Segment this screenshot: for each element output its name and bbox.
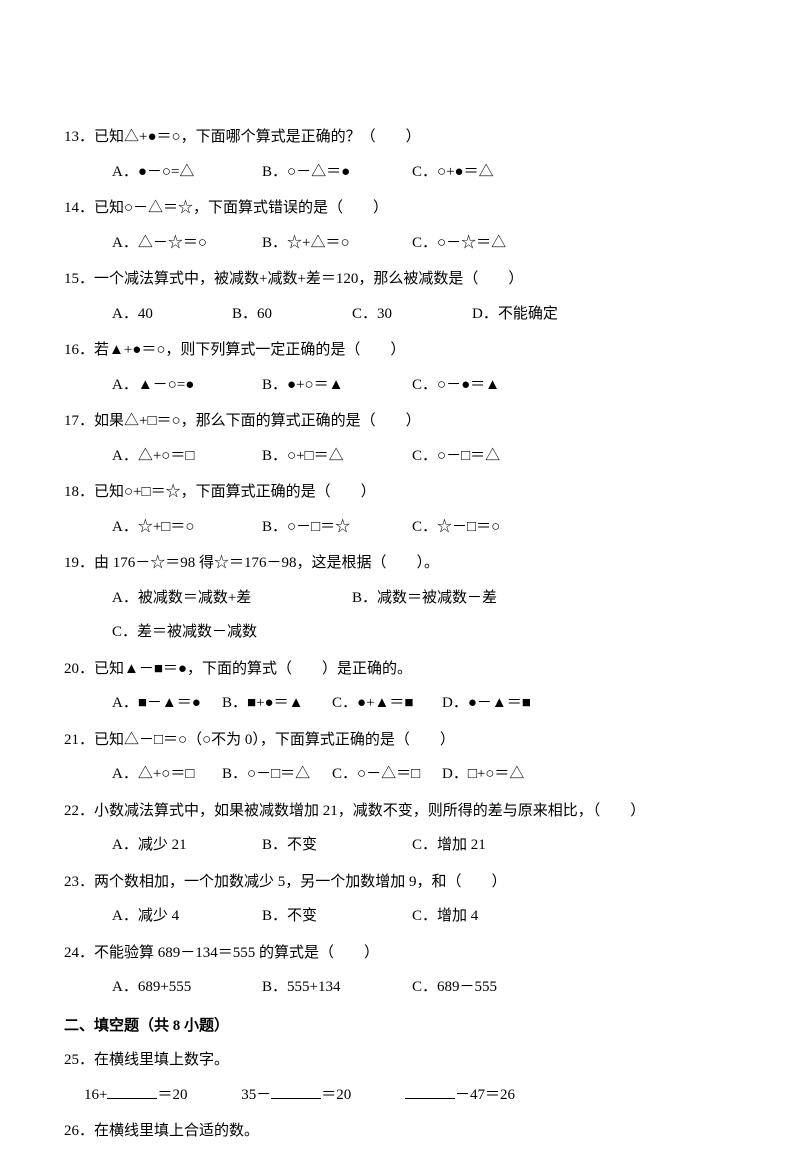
q25-f3b: －47＝26 [455, 1087, 515, 1103]
blank-1 [107, 1084, 157, 1099]
question-16: 16．若▲+●＝○，则下列算式一定正确的是（ ） A．▲－○=● B．●+○＝▲… [64, 333, 730, 402]
q25-fill-2: 35－ ＝20 [241, 1078, 351, 1113]
question-26: 26．在横线里填上合适的数。 [64, 1114, 730, 1149]
q19-options: A．被减数＝减数+差 B．减数＝被减数－差 [64, 581, 730, 616]
q24-options: A．689+555 B．555+134 C．689－555 [64, 970, 730, 1005]
q16-stem: 16．若▲+●＝○，则下列算式一定正确的是（ ） [64, 333, 730, 368]
question-18: 18．已知○+□＝☆，下面算式正确的是（ ） A．☆+□＝○ B．○－□＝☆ C… [64, 475, 730, 544]
question-13: 13．已知△+●＝○，下面哪个算式是正确的？（ ） A．●－○=△ B．○－△＝… [64, 120, 730, 189]
question-17: 17．如果△+□＝○，那么下面的算式正确的是（ ） A．△+○＝□ B．○+□＝… [64, 404, 730, 473]
q20-opt-c: C．●+▲＝■ [332, 686, 442, 721]
q21-opt-c: C．○－△＝□ [332, 757, 442, 792]
q14-opt-b: B．☆+△＝○ [262, 226, 412, 261]
q17-opt-b: B．○+□＝△ [262, 439, 412, 474]
question-14: 14．已知○－△＝☆，下面算式错误的是（ ） A．△－☆＝○ B．☆+△＝○ C… [64, 191, 730, 260]
q20-stem: 20．已知▲－■＝●，下面的算式（ ）是正确的。 [64, 652, 730, 687]
q16-opt-b: B．●+○＝▲ [262, 368, 412, 403]
q19-options-2: C．差＝被减数－减数 [64, 615, 730, 650]
q23-opt-a: A．减少 4 [112, 899, 262, 934]
q20-options: A．■－▲＝● B．■+●＝▲ C．●+▲＝■ D．●－▲＝■ [64, 686, 730, 721]
q24-opt-a: A．689+555 [112, 970, 262, 1005]
q21-options: A．△+○＝□ B．○－□＝△ C．○－△＝□ D．□+○＝△ [64, 757, 730, 792]
q24-stem: 24．不能验算 689－134＝555 的算式是（ ） [64, 936, 730, 971]
q17-stem: 17．如果△+□＝○，那么下面的算式正确的是（ ） [64, 404, 730, 439]
question-21: 21．已知△－□＝○（○不为 0），下面算式正确的是（ ） A．△+○＝□ B．… [64, 723, 730, 792]
question-19: 19．由 176－☆＝98 得☆＝176－98，这是根据（ ）。 A．被减数＝减… [64, 546, 730, 650]
q15-opt-a: A．40 [112, 297, 232, 332]
q18-stem: 18．已知○+□＝☆，下面算式正确的是（ ） [64, 475, 730, 510]
q25-f1a: 16+ [84, 1087, 107, 1103]
q23-options: A．减少 4 B．不变 C．增加 4 [64, 899, 730, 934]
q16-options: A．▲－○=● B．●+○＝▲ C．○－●＝▲ [64, 368, 730, 403]
q14-opt-c: C．○－☆＝△ [412, 226, 562, 261]
q13-opt-b: B．○－△＝● [262, 155, 412, 190]
q24-opt-c: C．689－555 [412, 970, 562, 1005]
q13-stem: 13．已知△+●＝○，下面哪个算式是正确的？（ ） [64, 120, 730, 155]
q20-opt-d: D．●－▲＝■ [442, 686, 552, 721]
q22-opt-a: A．减少 21 [112, 828, 262, 863]
q25-fill-3: －47＝26 [405, 1078, 515, 1113]
q22-opt-c: C．增加 21 [412, 828, 562, 863]
q18-opt-c: C．☆－□＝○ [412, 510, 562, 545]
q21-stem: 21．已知△－□＝○（○不为 0），下面算式正确的是（ ） [64, 723, 730, 758]
question-15: 15．一个减法算式中，被减数+减数+差＝120，那么被减数是（ ） A．40 B… [64, 262, 730, 331]
q18-options: A．☆+□＝○ B．○－□＝☆ C．☆－□＝○ [64, 510, 730, 545]
q15-options: A．40 B．60 C．30 D．不能确定 [64, 297, 730, 332]
q21-opt-a: A．△+○＝□ [112, 757, 222, 792]
q21-opt-b: B．○－□＝△ [222, 757, 332, 792]
q23-opt-c: C．增加 4 [412, 899, 562, 934]
q13-opt-c: C．○+●＝△ [412, 155, 562, 190]
q14-options: A．△－☆＝○ B．☆+△＝○ C．○－☆＝△ [64, 226, 730, 261]
q23-opt-b: B．不变 [262, 899, 412, 934]
q17-options: A．△+○＝□ B．○+□＝△ C．○－□＝△ [64, 439, 730, 474]
q20-opt-a: A．■－▲＝● [112, 686, 222, 721]
q15-opt-d: D．不能确定 [472, 297, 592, 332]
q15-opt-c: C．30 [352, 297, 472, 332]
q25-stem: 25．在横线里填上数字。 [64, 1043, 730, 1078]
q14-opt-a: A．△－☆＝○ [112, 226, 262, 261]
blank-3 [405, 1084, 455, 1099]
q13-options: A．●－○=△ B．○－△＝● C．○+●＝△ [64, 155, 730, 190]
q15-opt-b: B．60 [232, 297, 352, 332]
q16-opt-c: C．○－●＝▲ [412, 368, 562, 403]
q25-f2b: ＝20 [321, 1087, 351, 1103]
q25-f1b: ＝20 [157, 1087, 187, 1103]
q14-stem: 14．已知○－△＝☆，下面算式错误的是（ ） [64, 191, 730, 226]
question-22: 22．小数减法算式中，如果被减数增加 21，减数不变，则所得的差与原来相比，（ … [64, 794, 730, 863]
q26-stem: 26．在横线里填上合适的数。 [64, 1114, 730, 1149]
q25-fill: 16+ ＝20 35－ ＝20 －47＝26 [64, 1078, 730, 1113]
q25-f2a: 35－ [241, 1087, 271, 1103]
q17-opt-c: C．○－□＝△ [412, 439, 562, 474]
question-25: 25．在横线里填上数字。 16+ ＝20 35－ ＝20 －47＝26 [64, 1043, 730, 1112]
q17-opt-a: A．△+○＝□ [112, 439, 262, 474]
blank-2 [271, 1084, 321, 1099]
question-23: 23．两个数相加，一个加数减少 5，另一个加数增加 9，和（ ） A．减少 4 … [64, 865, 730, 934]
q21-opt-d: D．□+○＝△ [442, 757, 552, 792]
q13-opt-a: A．●－○=△ [112, 155, 262, 190]
q18-opt-a: A．☆+□＝○ [112, 510, 262, 545]
q15-stem: 15．一个减法算式中，被减数+减数+差＝120，那么被减数是（ ） [64, 262, 730, 297]
q19-opt-b: B．减数＝被减数－差 [352, 581, 592, 616]
q22-options: A．减少 21 B．不变 C．增加 21 [64, 828, 730, 863]
q22-opt-b: B．不变 [262, 828, 412, 863]
q19-stem: 19．由 176－☆＝98 得☆＝176－98，这是根据（ ）。 [64, 546, 730, 581]
q24-opt-b: B．555+134 [262, 970, 412, 1005]
q18-opt-b: B．○－□＝☆ [262, 510, 412, 545]
section-2-heading: 二、填空题（共 8 小题） [64, 1009, 730, 1044]
question-20: 20．已知▲－■＝●，下面的算式（ ）是正确的。 A．■－▲＝● B．■+●＝▲… [64, 652, 730, 721]
question-24: 24．不能验算 689－134＝555 的算式是（ ） A．689+555 B．… [64, 936, 730, 1005]
q20-opt-b: B．■+●＝▲ [222, 686, 332, 721]
q22-stem: 22．小数减法算式中，如果被减数增加 21，减数不变，则所得的差与原来相比，（ … [64, 794, 730, 829]
q19-opt-a: A．被减数＝减数+差 [112, 581, 352, 616]
q19-opt-c: C．差＝被减数－减数 [112, 615, 352, 650]
q25-fill-1: 16+ ＝20 [84, 1078, 187, 1113]
q23-stem: 23．两个数相加，一个加数减少 5，另一个加数增加 9，和（ ） [64, 865, 730, 900]
q16-opt-a: A．▲－○=● [112, 368, 262, 403]
